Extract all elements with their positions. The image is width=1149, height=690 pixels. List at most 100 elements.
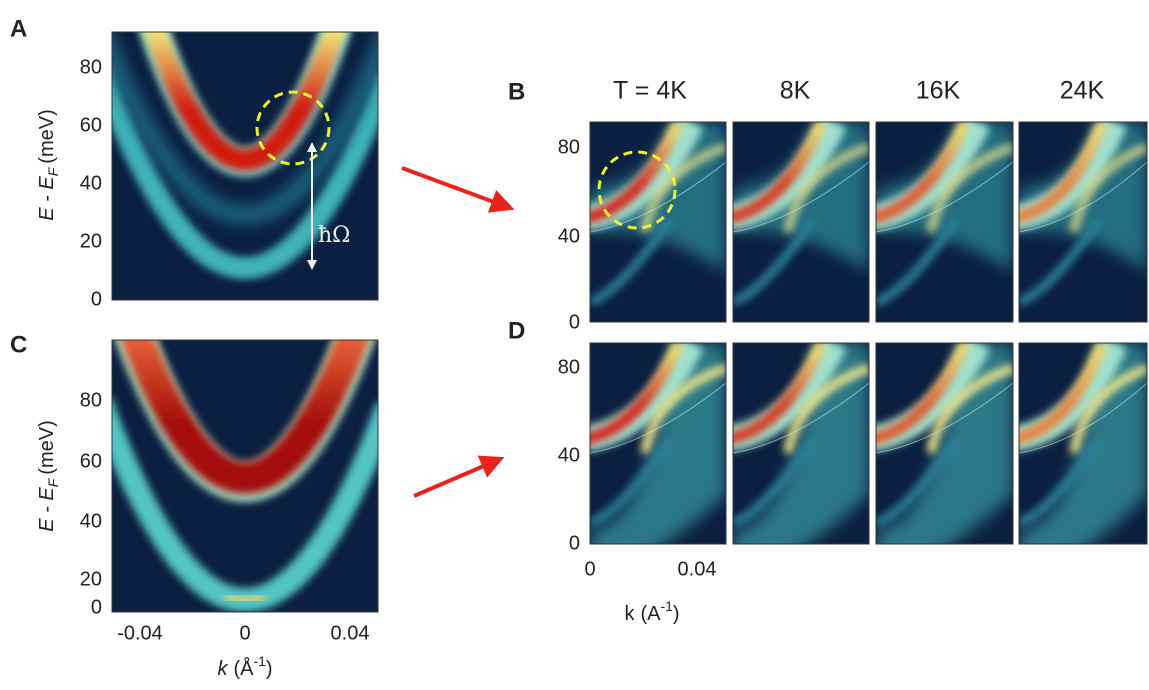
band bbox=[876, 122, 971, 223]
label-part: (Å bbox=[233, 657, 254, 680]
y-tick-label: 80 bbox=[558, 136, 580, 158]
label-part: E - E bbox=[36, 176, 58, 221]
annotation: ħΩ bbox=[318, 223, 350, 248]
x-tick-label: 0 bbox=[584, 558, 595, 580]
y-tick-label: 0 bbox=[91, 596, 102, 618]
y-tick-label: 40 bbox=[558, 225, 580, 247]
frame bbox=[1018, 342, 1148, 545]
band bbox=[120, 340, 370, 495]
y-tick-label: 40 bbox=[80, 510, 102, 532]
frame bbox=[875, 342, 1014, 545]
label-part: k bbox=[624, 603, 635, 625]
y-tick-label: 80 bbox=[80, 56, 102, 78]
y-tick-label: 0 bbox=[569, 532, 580, 554]
spectrum-panel bbox=[733, 343, 869, 544]
frame bbox=[1018, 121, 1148, 323]
label-part: ) bbox=[673, 603, 680, 625]
band bbox=[112, 69, 378, 280]
panel-label: A bbox=[10, 15, 27, 42]
highlight-circle bbox=[597, 150, 677, 230]
frame bbox=[589, 342, 727, 545]
band bbox=[112, 34, 378, 224]
spectrum-panel bbox=[112, 340, 378, 612]
contour bbox=[590, 161, 726, 233]
spectrum-panel bbox=[733, 122, 869, 322]
y-tick-label: 60 bbox=[80, 450, 102, 472]
spectrum-panel bbox=[1019, 122, 1147, 322]
highlight-circle bbox=[255, 90, 331, 166]
spectrum-panel bbox=[1019, 343, 1147, 544]
contour bbox=[1019, 382, 1147, 454]
spectrum-panel bbox=[112, 32, 378, 300]
y-tick-label: 0 bbox=[569, 311, 580, 333]
contour bbox=[1019, 161, 1147, 233]
y-tick-label: 20 bbox=[80, 568, 102, 590]
haze bbox=[876, 343, 1013, 544]
label-part: k bbox=[217, 658, 228, 680]
band bbox=[1069, 363, 1147, 454]
arrow bbox=[401, 166, 515, 213]
temperature-label: 8K bbox=[780, 77, 811, 105]
band bbox=[590, 217, 674, 307]
y-tick-label: 80 bbox=[558, 356, 580, 378]
frame bbox=[589, 121, 727, 323]
band bbox=[926, 142, 1013, 233]
spectrum-panel bbox=[876, 122, 1013, 322]
x-axis-label: k (A-1) bbox=[624, 598, 679, 626]
band bbox=[1019, 438, 1103, 528]
band bbox=[733, 122, 827, 223]
spectrum-panel bbox=[590, 122, 726, 322]
temperature-label: T = 4K bbox=[613, 77, 687, 105]
label-sup: -1 bbox=[660, 598, 673, 614]
band bbox=[640, 363, 726, 454]
x-tick-label: 0.04 bbox=[678, 558, 717, 580]
band bbox=[926, 363, 1013, 454]
band bbox=[733, 217, 817, 307]
band bbox=[1069, 142, 1147, 233]
label-sub: F bbox=[45, 477, 61, 487]
band bbox=[143, 32, 347, 172]
panel-label: C bbox=[10, 331, 27, 358]
label-part: (A bbox=[640, 603, 661, 625]
frame bbox=[111, 339, 379, 613]
y-tick-label: 60 bbox=[80, 114, 102, 136]
x-tick-label: 0.04 bbox=[331, 622, 370, 644]
band bbox=[783, 363, 869, 454]
label-sub: F bbox=[45, 166, 61, 176]
contour bbox=[590, 382, 726, 454]
y-axis-label: E - EF (meV) bbox=[36, 109, 60, 220]
temperature-label: 24K bbox=[1060, 77, 1105, 105]
label-part: ) bbox=[266, 658, 273, 680]
contour bbox=[876, 382, 1013, 454]
frame bbox=[732, 342, 870, 545]
band bbox=[640, 142, 726, 233]
contour bbox=[876, 161, 1013, 233]
y-tick-label: 40 bbox=[558, 444, 580, 466]
x-tick-label: -0.04 bbox=[117, 622, 163, 644]
temperature-label: 16K bbox=[916, 77, 961, 105]
band bbox=[733, 343, 827, 444]
band bbox=[783, 142, 869, 233]
band bbox=[876, 217, 960, 307]
y-tick-label: 20 bbox=[80, 230, 102, 252]
band bbox=[1019, 122, 1108, 223]
frame bbox=[111, 31, 379, 301]
band bbox=[590, 343, 684, 444]
y-axis-label: E - EF (meV) bbox=[36, 420, 60, 531]
band bbox=[590, 438, 674, 528]
y-tick-label: 0 bbox=[91, 288, 102, 310]
contour bbox=[733, 382, 869, 454]
label-part: (meV) bbox=[36, 109, 58, 163]
y-tick-label: 80 bbox=[80, 389, 102, 411]
frame bbox=[732, 121, 870, 323]
band bbox=[876, 438, 960, 528]
spectrum-panel bbox=[876, 343, 1013, 544]
band bbox=[1019, 343, 1108, 444]
band bbox=[590, 122, 684, 223]
band bbox=[876, 343, 971, 444]
x-tick-label: 0 bbox=[239, 622, 250, 644]
label-part: E - E bbox=[36, 487, 58, 532]
haze bbox=[1019, 343, 1147, 544]
panel-label: D bbox=[508, 317, 525, 344]
band bbox=[223, 592, 267, 605]
